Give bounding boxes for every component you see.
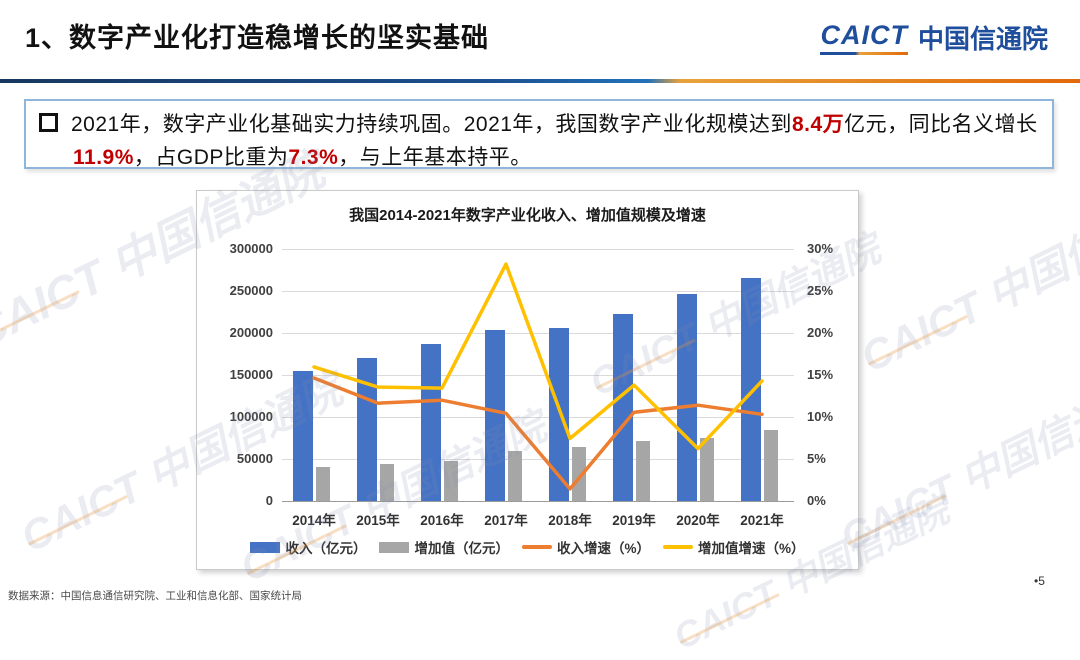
- y-axis-right-tick: 20%: [807, 325, 834, 340]
- legend-label: 收入（亿元）: [285, 541, 367, 556]
- growth-lines: [312, 262, 764, 491]
- y-axis-right-tick: 25%: [807, 283, 834, 298]
- gridline: [282, 375, 794, 376]
- y-axis-left-tick: 100000: [229, 409, 273, 424]
- y-axis-right-tick: 10%: [807, 409, 834, 424]
- y-axis-right-tick: 0%: [807, 493, 826, 508]
- bar-added-value-2017年: [508, 450, 522, 501]
- summary-text: 2021年，数字产业化基础实力持续巩固。2021年，我国数字产业化规模达到8.4…: [39, 108, 1039, 174]
- legend-label: 增加值（亿元）: [414, 541, 509, 556]
- caict-logo-text: CAICT: [820, 20, 908, 50]
- bar-income-2019年: [613, 313, 633, 501]
- legend-swatch-line-icon: [521, 545, 552, 549]
- bar-added-value-2014年: [316, 467, 330, 501]
- watermark-slash-icon: [0, 290, 80, 341]
- y-axis-left-tick: 300000: [229, 241, 273, 256]
- y-axis-right-tick: 15%: [807, 367, 834, 382]
- caict-logo: CAICT 中国信通院: [820, 22, 1048, 55]
- bar-added-value-2021年: [764, 430, 778, 501]
- source-note: 数据来源：中国信息通信研究院、工业和信息化部、国家统计局: [8, 590, 302, 602]
- slide: { "header": { "title": "1、数字产业化打造稳增长的坚实基…: [0, 21, 1080, 658]
- y-axis-left-tick: 0: [265, 493, 273, 508]
- x-axis-label: 2020年: [676, 513, 720, 528]
- legend-item: 收入增速（%）: [521, 537, 650, 557]
- watermark-slash-icon: [867, 314, 968, 366]
- gridline: [282, 417, 794, 418]
- header-divider: [0, 79, 1080, 83]
- bar-income-2014年: [293, 370, 313, 501]
- x-axis-label: 2017年: [484, 513, 528, 528]
- x-axis-label: 2014年: [292, 513, 336, 528]
- plot-area: [282, 249, 794, 502]
- x-axis-label: 2019年: [612, 513, 656, 528]
- summary-segment: 2021年，数字产业化基础实力持续巩固。2021年，我国数字产业化规模达到: [71, 113, 792, 136]
- legend-swatch-bar-icon: [250, 541, 281, 553]
- line-income-growth: [312, 376, 764, 491]
- gridline: [282, 291, 794, 292]
- summary-segment: 亿元，同比名义增长: [844, 113, 1038, 136]
- line-added-value-growth: [312, 262, 764, 451]
- y-axis-left-tick: 200000: [229, 325, 273, 340]
- legend-item: 增加值（亿元）: [379, 537, 509, 557]
- y-axis-left-tick: 250000: [229, 283, 273, 298]
- summary-box: 2021年，数字产业化基础实力持续巩固。2021年，我国数字产业化规模达到8.4…: [24, 99, 1054, 169]
- bar-added-value-2016年: [444, 460, 458, 501]
- chart-legend: 收入（亿元） 增加值（亿元） 收入增速（%） 增加值增速（%）: [197, 537, 858, 557]
- x-axis-label: 2016年: [420, 513, 464, 528]
- bar-income-2018年: [549, 327, 569, 501]
- gridline: [282, 249, 794, 250]
- gridline: [282, 459, 794, 460]
- caict-watermark: CAICT 中国信通院: [853, 185, 1080, 382]
- caict-logo-cn: 中国信通院: [917, 23, 1048, 54]
- y-axis-right-tick: 30%: [807, 241, 834, 256]
- watermark-slash-icon: [27, 494, 128, 546]
- legend-label: 增加值增速（%）: [698, 541, 805, 556]
- bar-income-2015年: [357, 358, 377, 501]
- legend-label: 收入增速（%）: [556, 541, 650, 556]
- summary-segment: ，占GDP比重为: [133, 146, 289, 169]
- summary-segment: ，与上年基本持平。: [338, 146, 532, 169]
- bar-income-2016年: [421, 343, 441, 501]
- bar-income-2021年: [741, 277, 761, 501]
- page-title: 1、数字产业化打造稳增长的坚实基础: [25, 23, 490, 53]
- y-axis-left-tick: 150000: [229, 367, 273, 382]
- legend-swatch-bar-icon: [379, 541, 410, 553]
- bar-income-2017年: [485, 329, 505, 501]
- bar-income-2020年: [677, 294, 697, 501]
- x-axis-line: [282, 501, 794, 502]
- bar-added-value-2015年: [380, 464, 394, 501]
- summary-segment: 11.9%: [73, 146, 134, 169]
- summary-segment: 7.3%: [288, 146, 339, 169]
- x-axis-label: 2018年: [548, 513, 592, 528]
- chart-panel: 我国2014-2021年数字产业化收入、增加值规模及增速 收入（亿元） 增加值（亿…: [196, 190, 859, 570]
- legend-item: 收入（亿元）: [250, 537, 366, 557]
- legend-swatch-line-icon: [663, 545, 693, 549]
- square-bullet-icon: [39, 113, 58, 132]
- logo-underline-icon: [820, 52, 908, 55]
- caict-watermark: CAICT 中国信通院: [833, 374, 1080, 561]
- page-number: •5: [1034, 574, 1045, 588]
- summary-segment: 8.4万: [791, 113, 845, 136]
- chart-title: 我国2014-2021年数字产业化收入、增加值规模及增速: [349, 207, 706, 224]
- gridline: [282, 333, 794, 334]
- bar-added-value-2019年: [636, 441, 650, 501]
- legend-item: 增加值增速（%）: [663, 537, 805, 557]
- x-axis-label: 2015年: [356, 513, 400, 528]
- bar-added-value-2018年: [572, 447, 586, 501]
- bar-added-value-2020年: [700, 438, 714, 501]
- y-axis-left-tick: 50000: [236, 451, 273, 466]
- x-axis-label: 2021年: [740, 513, 784, 528]
- watermark-slash-icon: [846, 494, 947, 546]
- y-axis-right-tick: 5%: [807, 451, 826, 466]
- watermark-slash-icon: [679, 593, 780, 645]
